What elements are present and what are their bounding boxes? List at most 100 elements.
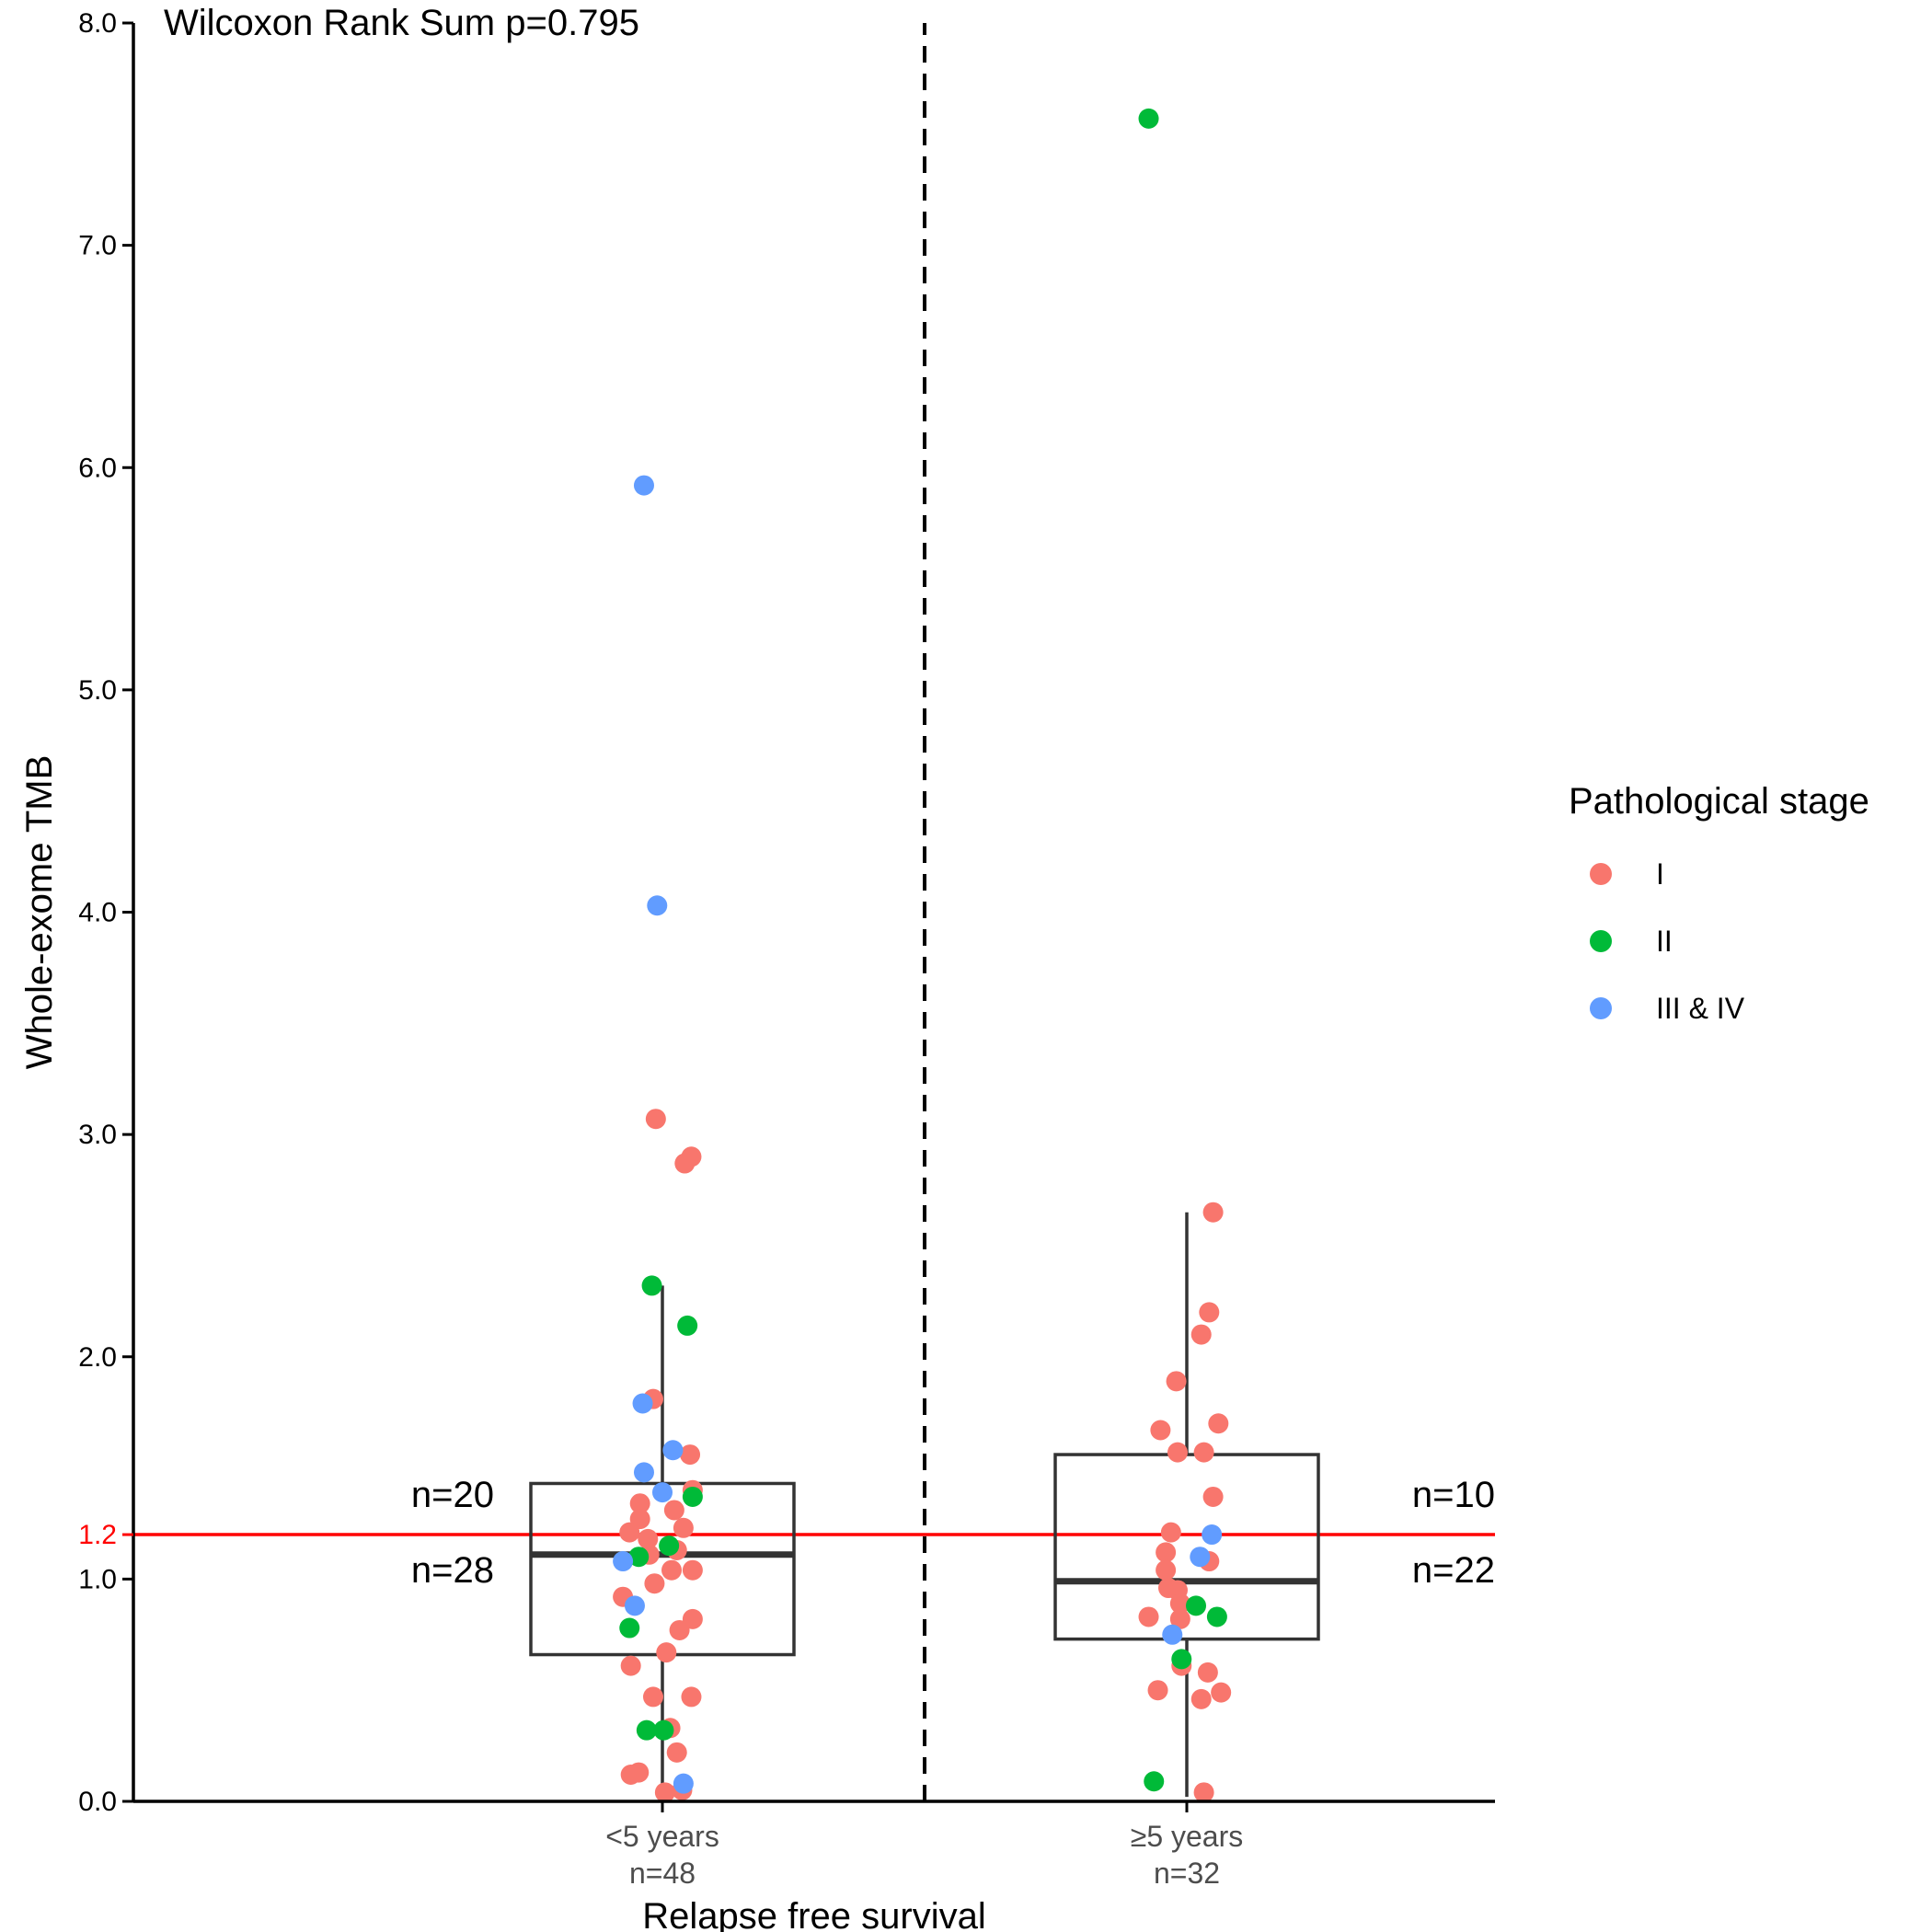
y-tick-label: 0.0: [78, 1787, 117, 1817]
data-point: [1150, 1420, 1171, 1441]
legend-label: II: [1656, 925, 1673, 958]
boxplot-2: [1053, 1212, 1320, 1798]
y-tick-label: 1.0: [78, 1564, 117, 1594]
data-point: [680, 1444, 701, 1466]
data-point: [638, 1528, 659, 1549]
data-point: [652, 1482, 673, 1503]
data-point: [1171, 1649, 1192, 1670]
data-point: [1169, 1593, 1190, 1614]
x-tick-label: ≥5 years: [1131, 1820, 1244, 1853]
data-point: [633, 1462, 654, 1483]
x-tick-count-label: n=32: [1154, 1857, 1220, 1890]
count-below-threshold: n=28: [411, 1550, 494, 1591]
data-point: [644, 1573, 665, 1594]
data-point: [1167, 1442, 1188, 1463]
data-point: [1162, 1624, 1183, 1645]
x-axis-title: Relapse free survival: [642, 1896, 986, 1932]
data-point: [1193, 1442, 1214, 1463]
data-point: [620, 1765, 641, 1786]
data-point: [1202, 1486, 1224, 1507]
threshold-tick-label: 1.2: [78, 1520, 117, 1550]
data-point: [682, 1559, 703, 1581]
count-above-threshold: n=10: [1412, 1475, 1495, 1515]
legend-swatch: [1590, 997, 1612, 1019]
legend-swatch: [1590, 863, 1612, 885]
data-point: [620, 1655, 641, 1676]
data-point: [613, 1551, 634, 1572]
data-point: [674, 1153, 696, 1174]
data-point: [654, 1782, 675, 1803]
data-point: [632, 1393, 653, 1414]
series-ii: [619, 108, 1227, 1792]
data-point: [636, 1719, 657, 1741]
y-tick-label: 4.0: [78, 898, 117, 928]
data-point: [669, 1619, 690, 1640]
y-tick-label: 7.0: [78, 231, 117, 261]
count-below-threshold: n=22: [1412, 1550, 1495, 1591]
data-point: [647, 895, 668, 916]
data-point: [677, 1315, 698, 1336]
data-point: [1156, 1542, 1177, 1563]
annotations-layer: Wilcoxon Rank Sum p=0.795 n=20 n=28 n=10 n=2…: [164, 3, 1495, 1591]
data-point: [1160, 1522, 1181, 1543]
data-point: [1211, 1682, 1232, 1703]
legend-title: Pathological stage: [1569, 781, 1869, 822]
data-point: [661, 1559, 683, 1581]
data-point: [1169, 1608, 1190, 1629]
series-iii-iv: [613, 475, 1223, 1794]
data-point: [1138, 108, 1159, 129]
y-tick-label: 3.0: [78, 1120, 117, 1150]
axes-layer: 0.0 1.0 2.0 3.0 4.0 5.0 6.0 7.0 8.0 1.2 <5 years n=…: [19, 8, 1495, 1932]
data-point: [1144, 1771, 1165, 1792]
data-point: [1190, 1324, 1212, 1345]
data-point: [641, 1275, 662, 1296]
count-above-threshold: n=20: [411, 1475, 494, 1515]
legend-item: I: [1590, 857, 1664, 891]
data-point: [619, 1617, 640, 1639]
data-point: [1190, 1688, 1212, 1709]
data-point: [1156, 1559, 1177, 1581]
y-axis-title: Whole-exome TMB: [19, 755, 60, 1070]
data-point: [633, 475, 654, 496]
data-point: [645, 1109, 666, 1130]
data-point: [663, 1500, 684, 1521]
legend-item: III & IV: [1590, 992, 1745, 1025]
data-point: [1202, 1202, 1224, 1223]
data-point: [662, 1440, 684, 1461]
data-point: [1197, 1662, 1218, 1683]
data-point: [629, 1493, 650, 1514]
data-point: [659, 1535, 680, 1557]
data-point: [624, 1595, 645, 1616]
data-point: [673, 1773, 694, 1794]
data-point: [682, 1486, 703, 1507]
x-tick-label: <5 years: [605, 1820, 719, 1853]
data-point: [1147, 1680, 1168, 1701]
y-tick-label: 5.0: [78, 675, 117, 706]
data-point: [1208, 1413, 1229, 1434]
data-point: [673, 1517, 694, 1538]
data-point: [642, 1686, 663, 1708]
data-point: [1202, 1524, 1223, 1546]
data-point: [653, 1719, 674, 1741]
data-point: [656, 1642, 677, 1663]
data-point: [628, 1547, 650, 1568]
legend-label: III & IV: [1656, 992, 1745, 1025]
data-point: [666, 1742, 687, 1763]
legend-swatch: [1590, 930, 1612, 952]
data-point: [1166, 1371, 1187, 1392]
series-i: [613, 1109, 1232, 1803]
data-point: [619, 1522, 640, 1543]
data-point: [1138, 1606, 1159, 1627]
legend-item: II: [1590, 925, 1673, 958]
points-layer: [613, 108, 1232, 1803]
data-point: [1199, 1302, 1220, 1323]
legend-label: I: [1656, 857, 1664, 891]
y-tick-label: 6.0: [78, 453, 117, 483]
data-point: [1186, 1595, 1207, 1616]
y-tick-label: 8.0: [78, 8, 117, 39]
data-point: [1190, 1547, 1211, 1568]
data-point: [681, 1686, 702, 1708]
data-point: [1193, 1782, 1214, 1803]
